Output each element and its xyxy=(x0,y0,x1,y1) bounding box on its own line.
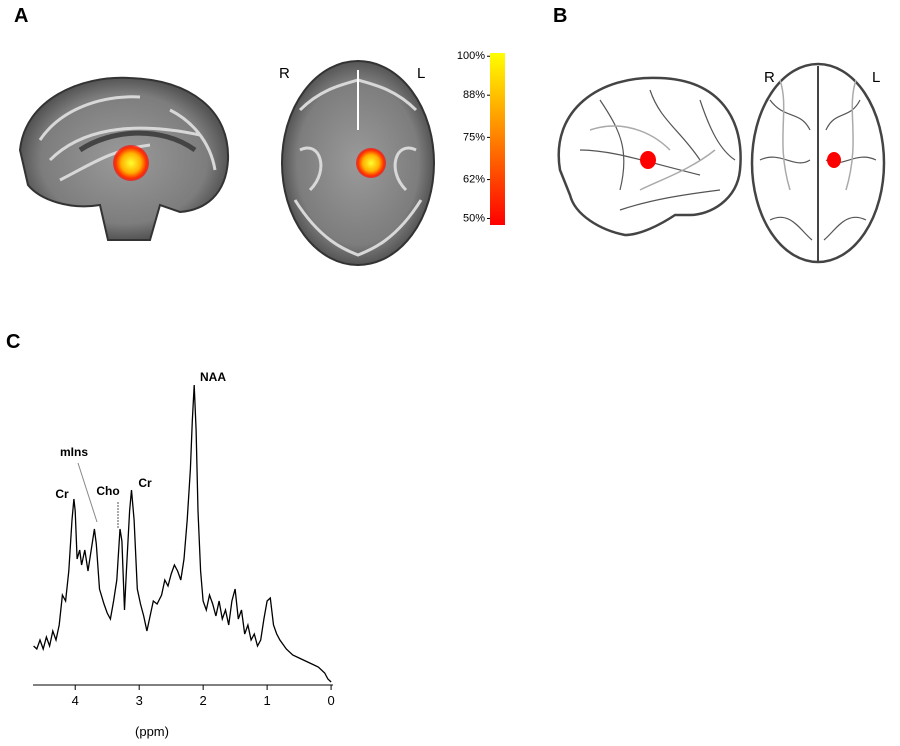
colorbar-tick-label: 75% xyxy=(463,131,485,143)
colorbar-tick-label: 62% xyxy=(463,173,485,185)
side-label: R xyxy=(279,65,290,82)
panel-label: A xyxy=(14,5,28,27)
leader xyxy=(77,462,98,523)
peak-label: Cr xyxy=(55,487,69,501)
peak-label: Cho xyxy=(96,484,119,498)
activation xyxy=(640,151,656,169)
sagittal-mri xyxy=(18,76,230,241)
x-tick-label: 2 xyxy=(200,693,207,708)
x-tick-label: 0 xyxy=(327,693,334,708)
spectrum-line xyxy=(33,384,332,683)
side-label: R xyxy=(764,69,775,86)
x-tick-label: 4 xyxy=(72,693,79,708)
colorbar-tick-label: 100% xyxy=(457,50,485,62)
peak-label: Cr xyxy=(138,476,152,490)
side-label: L xyxy=(872,69,880,86)
x-tick-label: 1 xyxy=(263,693,270,708)
glass-brain-axial xyxy=(750,62,886,264)
axial-mri xyxy=(281,60,435,266)
activation xyxy=(827,152,841,168)
x-axis-label: (ppm) xyxy=(135,724,169,739)
panel-label: C xyxy=(6,331,20,353)
side-label: L xyxy=(417,65,425,82)
panel-label: B xyxy=(553,5,567,27)
colorbar-tick-label: 50% xyxy=(463,212,485,224)
peak-label: NAA xyxy=(200,370,226,384)
x-tick-label: 3 xyxy=(136,693,143,708)
colorbar xyxy=(490,53,505,225)
colorbar-tick-label: 88% xyxy=(463,89,485,101)
peak-label: mIns xyxy=(60,445,88,459)
